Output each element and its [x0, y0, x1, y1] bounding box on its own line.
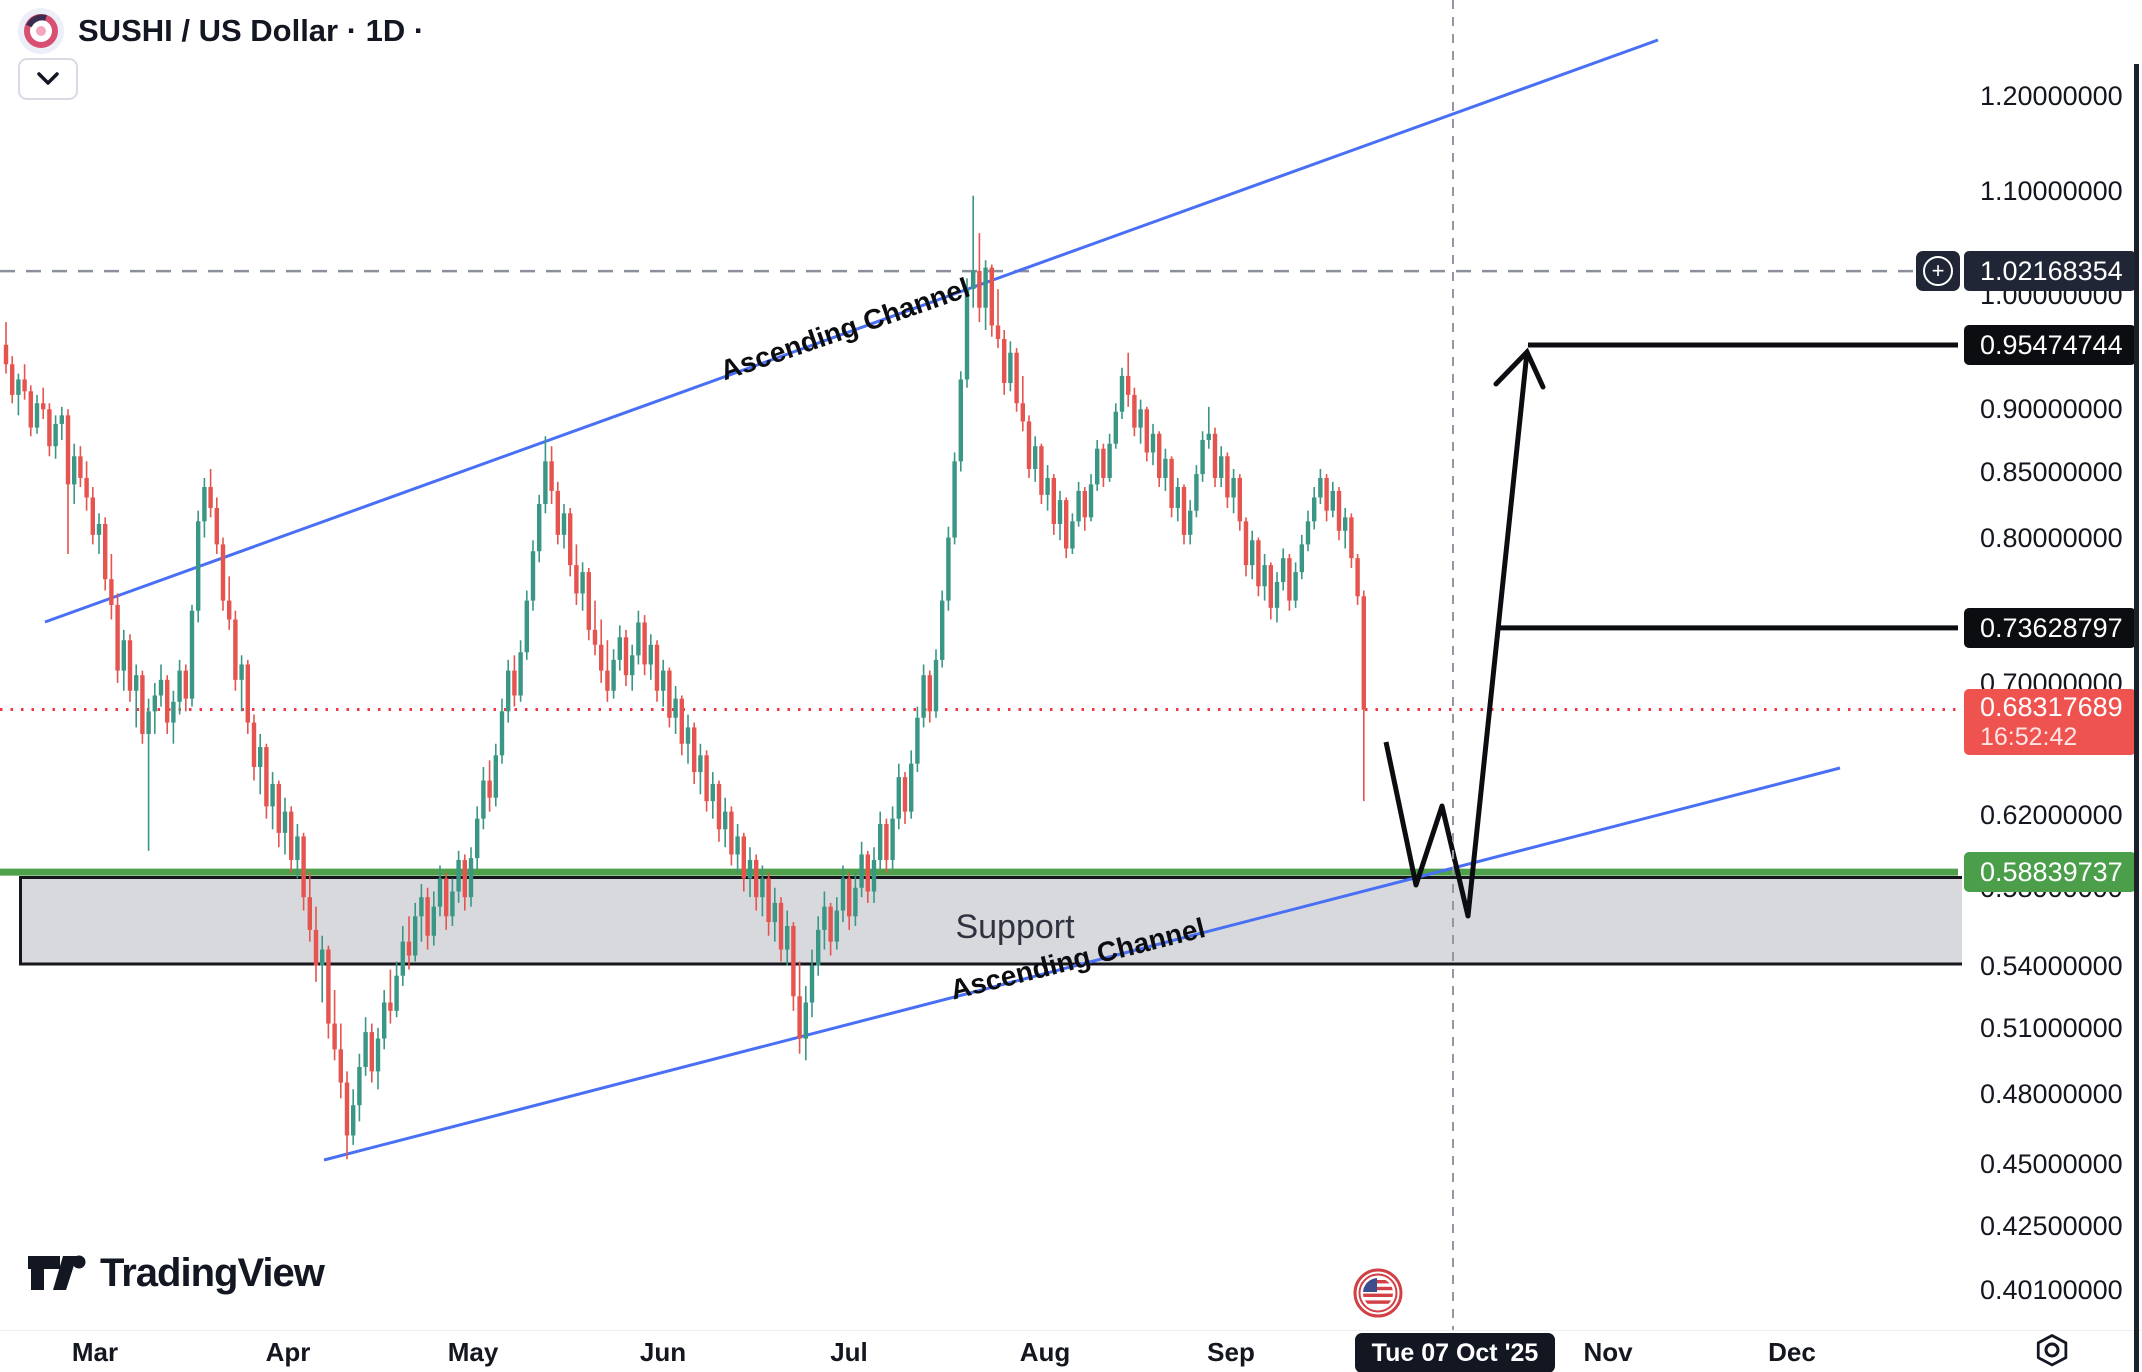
price-tick: 0.40100000 — [1980, 1274, 2123, 1305]
price-axis[interactable]: 1.20000000 1.10000000 1.00000000 0.90000000… — [1916, 0, 2138, 1330]
price-label-alert-line: 1.02168354 — [1964, 251, 2136, 292]
projection-zigzag[interactable] — [1383, 351, 1530, 919]
price-tick: 0.90000000 — [1980, 394, 2123, 425]
economic-event-flag-icon[interactable] — [1352, 1267, 1404, 1324]
price-tick: 0.62000000 — [1980, 800, 2123, 831]
tradingview-logo-icon — [28, 1255, 86, 1290]
projection-arrowhead — [1493, 347, 1546, 390]
support-zone — [19, 877, 1962, 964]
sushi-logo-icon — [18, 8, 64, 54]
price-tick: 0.51000000 — [1980, 1012, 2123, 1043]
time-tick-nov: Nov — [1583, 1337, 1633, 1367]
legend-collapse-button[interactable] — [18, 58, 78, 100]
annotation-text[interactable]: Support — [955, 908, 1075, 946]
price-tick: 0.45000000 — [1980, 1149, 2123, 1180]
time-tick-dec: Dec — [1768, 1337, 1816, 1367]
panel-edge-divider — [2134, 64, 2139, 1372]
brand-text: TradingView — [100, 1250, 325, 1295]
price-tick: 1.20000000 — [1980, 81, 2123, 111]
page-title: SUSHI / US Dollar · 1D · — [78, 13, 425, 48]
crosshair-date-label: Tue 07 Oct '25 — [1355, 1333, 1555, 1372]
ascending-channel-line-2[interactable] — [323, 766, 1841, 1162]
price-tick: 0.48000000 — [1980, 1078, 2123, 1109]
price-label-target-upper: 0.95474744 — [1964, 324, 2136, 365]
price-label-target-mid: 0.73628797 — [1964, 607, 2136, 648]
add-alert-plus-button[interactable]: + — [1916, 251, 1960, 292]
time-tick-mar: Mar — [71, 1337, 119, 1367]
tradingview-logo[interactable]: TradingView — [26, 1250, 325, 1296]
candles — [3, 195, 1366, 1160]
time-axis[interactable]: Tue 07 Oct '25 Mar Apr May Jun Jul Aug Sep Nov D… — [0, 1330, 2142, 1372]
countdown-timer: 16:52:42 — [1980, 723, 2078, 752]
time-tick-aug: Aug — [1019, 1337, 1071, 1367]
annotation-text[interactable]: Ascending Channel — [716, 272, 973, 386]
symbol-legend: SUSHI / US Dollar · 1D · — [18, 8, 424, 54]
price-scale-settings-gear-icon[interactable] — [2032, 1332, 2072, 1372]
price-tick: 0.80000000 — [1980, 522, 2123, 553]
time-tick-apr: Apr — [265, 1337, 311, 1367]
time-tick-sep: Sep — [1207, 1337, 1255, 1367]
time-tick-jul: Jul — [830, 1337, 868, 1367]
price-label-support-line: 0.58839737 — [1964, 852, 2136, 893]
ascending-channel-line-1[interactable] — [44, 38, 1659, 624]
price-tick: 0.85000000 — [1980, 456, 2123, 487]
price-tick: 0.42500000 — [1980, 1211, 2123, 1242]
price-tick: 1.10000000 — [1980, 175, 2123, 206]
last-price-label: 0.68317689 16:52:42 — [1964, 689, 2136, 756]
chevron-down-icon — [37, 72, 59, 85]
price-tick: 0.54000000 — [1980, 950, 2123, 981]
time-tick-may: May — [447, 1337, 499, 1367]
time-tick-jun: Jun — [639, 1337, 687, 1367]
